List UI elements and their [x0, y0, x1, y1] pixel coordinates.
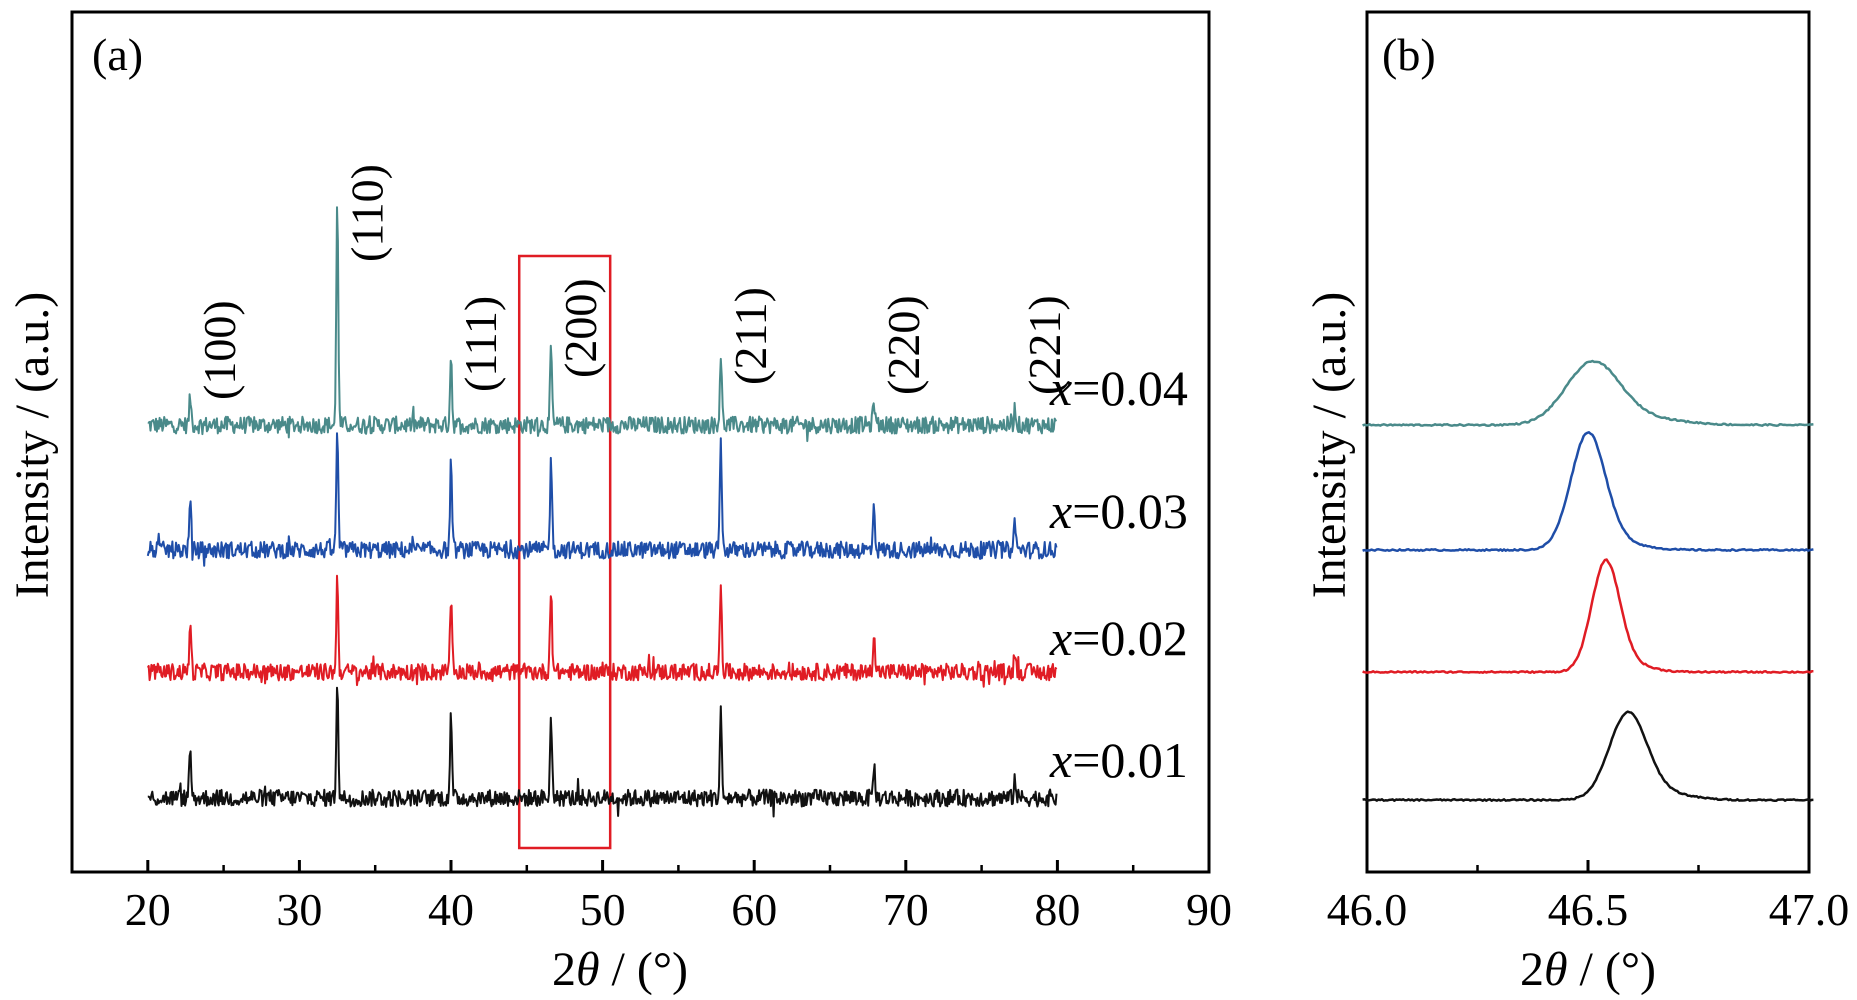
xrd-series-line [146, 574, 1058, 688]
x-tick-label: 47.0 [1769, 884, 1850, 935]
peak-label: (211) [725, 287, 776, 385]
panel-a-x-axis-title: 2θ / (°) [552, 943, 688, 996]
panel-b-x-axis-title: 2θ / (°) [1520, 943, 1656, 996]
peak-label: (100) [194, 300, 245, 400]
xrd-series-line [146, 432, 1058, 567]
zoom-series-line [1362, 710, 1814, 802]
x-tick-label: 90 [1186, 884, 1232, 935]
x-tick-label: 50 [580, 884, 626, 935]
panel-b-label: (b) [1382, 29, 1436, 80]
series-label: x=0.01 [1049, 732, 1188, 788]
panel-b-frame [1365, 10, 1811, 874]
peak-label: (110) [341, 164, 392, 262]
panel-a: (a) 20 30 40 50 60 70 80 90 (100) (110) (111) (200… [6, 10, 1232, 996]
panel-b-x-ticks: 46.0 46.5 47.0 [1327, 860, 1850, 935]
x-tick-label: 20 [125, 884, 171, 935]
x-tick-label: 30 [276, 884, 322, 935]
xrd-series-line [147, 686, 1058, 818]
panel-b-y-axis-title: Intensity / (a.u.) [1303, 292, 1356, 599]
xrd-series-line [147, 206, 1058, 443]
panel-b: (b) 46.0 46.5 47.0 Intensity / (a.u.) 2θ /… [1303, 10, 1850, 996]
zoom-series-line [1362, 558, 1814, 674]
x-tick-label: 80 [1034, 884, 1080, 935]
peak-label: (111) [455, 296, 506, 392]
panel-a-series [146, 206, 1058, 818]
panel-a-peak-labels: (100) (110) (111) (200) (211) (220) (221) [194, 164, 1070, 400]
x-tick-label: 60 [731, 884, 777, 935]
panel-a-label: (a) [92, 29, 143, 80]
x-tick-label: 40 [428, 884, 474, 935]
x-tick-label: 46.5 [1548, 884, 1629, 935]
panel-b-series [1362, 359, 1814, 802]
panel-a-x-ticks: 20 30 40 50 60 70 80 90 [70, 860, 1232, 935]
highlight-box-rect [517, 254, 612, 850]
x-tick-label: 70 [883, 884, 929, 935]
peak-label: (220) [878, 295, 929, 395]
panel-a-frame [70, 10, 1211, 874]
zoom-series-line [1362, 359, 1814, 427]
panel-a-series-labels: x=0.04 x=0.03 x=0.02 x=0.01 [1049, 360, 1188, 788]
panel-a-y-axis-title: Intensity / (a.u.) [6, 292, 59, 599]
highlight-box-200 [517, 254, 612, 850]
peak-label: (200) [555, 278, 606, 378]
peak-label: (221) [1019, 295, 1070, 395]
x-tick-label: 46.0 [1327, 884, 1408, 935]
series-label: x=0.02 [1049, 610, 1188, 666]
series-label: x=0.04 [1049, 360, 1188, 416]
series-label: x=0.03 [1049, 483, 1188, 539]
zoom-series-line [1362, 431, 1814, 552]
